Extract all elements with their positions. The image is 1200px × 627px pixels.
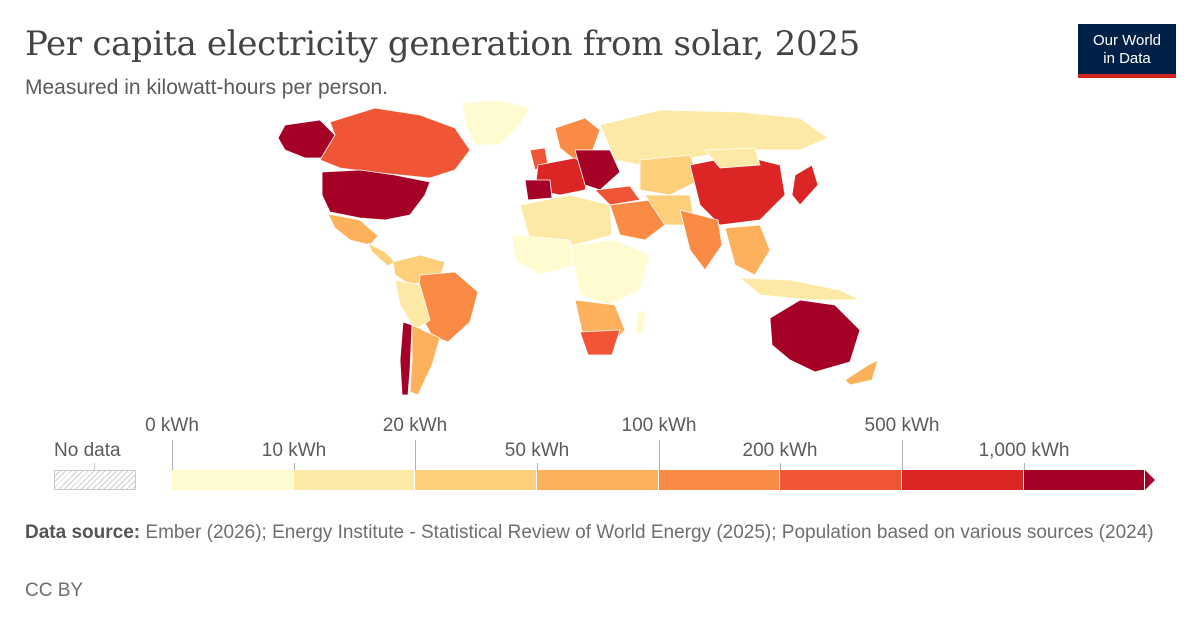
legend-label-20: 20 kWh — [382, 415, 448, 436]
legend-no-data-label: No data — [54, 440, 121, 461]
region-madagascar — [634, 309, 647, 336]
region-iberia — [524, 179, 553, 201]
legend-label-0: 0 kWh — [145, 415, 199, 436]
region-greenland — [461, 99, 531, 146]
legend-bin-5[interactable] — [659, 470, 780, 490]
region-india — [679, 209, 723, 271]
data-source: Data source: Ember (2026); Energy Instit… — [25, 521, 1165, 545]
region-southeast-asia — [724, 224, 771, 276]
data-source-label: Data source: — [25, 522, 141, 543]
region-usa — [321, 169, 431, 221]
region-japan — [791, 164, 819, 206]
region-argentina — [409, 324, 441, 396]
legend-tick-200 — [780, 463, 781, 470]
data-source-text: Ember (2026); Energy Institute - Statist… — [145, 522, 1154, 543]
legend-label-1000: 1,000 kWh — [978, 440, 1070, 461]
region-west-africa — [511, 234, 576, 276]
owid-logo[interactable]: Our World in Data — [1078, 24, 1176, 78]
legend-color-scale — [172, 470, 1145, 490]
legend-arrow-icon — [1145, 470, 1155, 490]
region-peru-bolivia — [394, 279, 431, 331]
legend-bin-3[interactable] — [415, 470, 537, 490]
legend-label-200: 200 kWh — [742, 440, 818, 461]
region-turkey — [594, 185, 641, 206]
legend-label-100: 100 kWh — [621, 415, 697, 436]
region-new-zealand — [844, 359, 879, 386]
region-canada — [319, 107, 471, 179]
legend-tick-20 — [415, 440, 416, 470]
legend-bin-6[interactable] — [780, 470, 902, 490]
region-central-africa — [569, 239, 651, 306]
legend-label-10: 10 kWh — [261, 440, 327, 461]
region-mongolia — [704, 147, 761, 169]
legend-tick-100 — [659, 440, 660, 470]
license[interactable]: CC BY — [25, 580, 84, 601]
legend-bin-8[interactable] — [1024, 470, 1145, 490]
legend-no-data-swatch[interactable] — [54, 470, 136, 490]
region-eastern-europe — [574, 149, 621, 191]
legend-tick-10 — [294, 463, 295, 470]
legend-bin-2[interactable] — [294, 470, 415, 490]
region-south-africa — [579, 329, 621, 356]
legend-tick-500 — [902, 440, 903, 470]
legend-bin-1[interactable] — [172, 470, 294, 490]
region-russia — [599, 109, 829, 166]
legend-label-500: 500 kWh — [864, 415, 940, 436]
legend-tick-1000 — [1024, 463, 1025, 470]
logo-line-2: in Data — [1103, 50, 1151, 67]
chart-title: Per capita electricity generation from s… — [25, 24, 860, 64]
legend-tick-50 — [537, 463, 538, 470]
region-alaska — [277, 119, 336, 159]
region-central-asia — [639, 154, 701, 196]
legend-bin-4[interactable] — [537, 470, 659, 490]
region-brazil — [417, 271, 479, 343]
region-indonesia — [739, 277, 861, 301]
region-australia — [769, 299, 861, 373]
legend-label-50: 50 kWh — [504, 440, 570, 461]
chart-subtitle: Measured in kilowatt-hours per person. — [25, 76, 389, 99]
logo-line-1: Our World — [1092, 32, 1162, 49]
world-map[interactable] — [0, 0, 1200, 410]
region-central-america — [367, 242, 396, 267]
legend-no-data-tick — [94, 463, 95, 470]
region-middle-east — [609, 199, 666, 241]
legend-bin-7[interactable] — [902, 470, 1024, 490]
legend-tick-0 — [172, 440, 173, 470]
